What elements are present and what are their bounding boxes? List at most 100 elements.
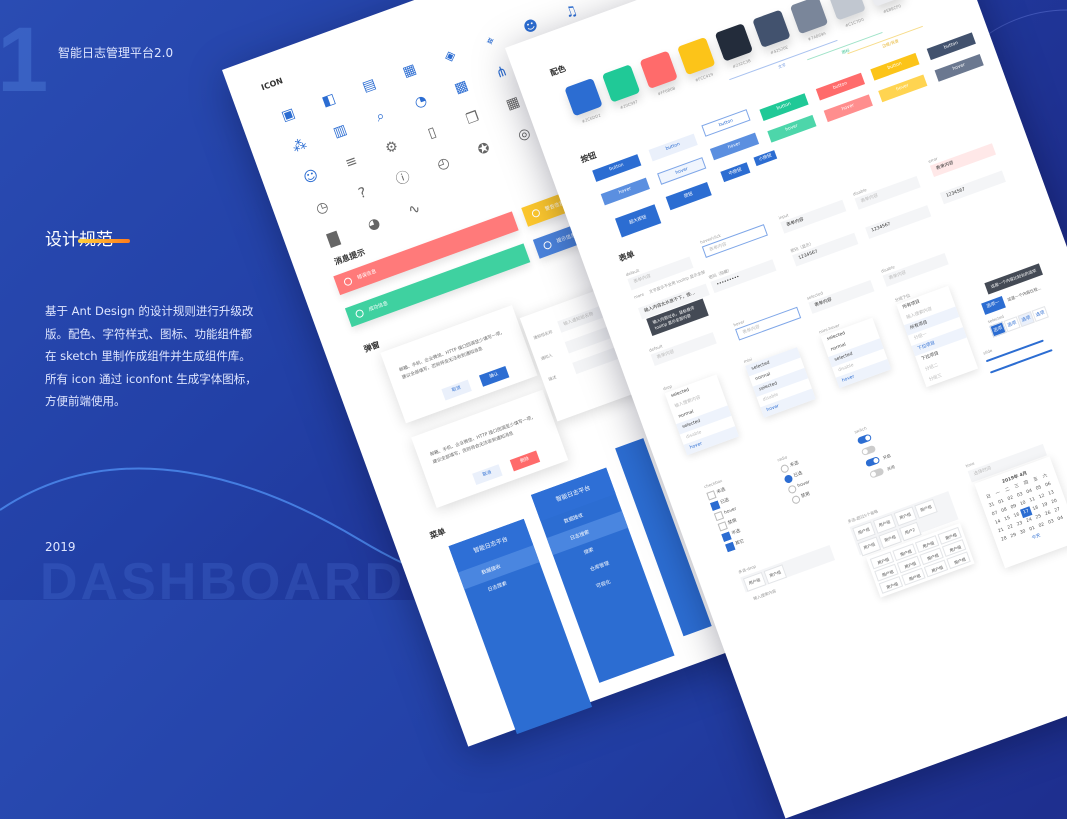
text-input[interactable]: 表单内容 [854,175,921,210]
toggle-switch[interactable] [868,467,885,479]
field-label: slide [982,347,993,356]
dropdown-mini: selected normal selected disable hover [745,347,816,418]
time-icon: ◴ [435,154,452,174]
text-input[interactable]: 表单内容 [929,143,997,178]
slider-track[interactable] [985,339,1044,363]
button-button[interactable]: button [926,32,976,61]
chart-board-icon: ▥ [331,121,350,142]
info-icon: ⓘ [393,168,413,189]
question-icon: ? [356,184,369,203]
image-card-icon: ▦ [400,61,419,81]
color-swatch [639,50,678,89]
segment-option[interactable]: 这是一个内容比较... [1006,285,1042,303]
button-button[interactable]: button [701,109,751,137]
color-swatch [714,23,754,62]
box-icon: ◈ [442,46,458,66]
normal-button[interactable]: 按钮 [665,181,712,211]
user-grid-icon: ▩ [452,77,471,97]
cancel-button[interactable]: 取消 [441,379,472,401]
field-label: time [964,460,976,469]
pin-map-icon: ⌖ [483,32,497,51]
select-disable[interactable]: 表单内容 [882,253,949,287]
color-swatch [564,77,603,117]
delete-button[interactable]: 删除 [509,450,541,472]
hover-button[interactable]: hover [878,74,928,103]
small-button[interactable]: 小按钮 [753,150,778,167]
field-label: switch [853,425,868,435]
user-pin-icon: ☺ [301,167,321,188]
xlarge-button[interactable]: 超大按钮 [615,204,662,238]
dropdown-grouped: 所有项目 输入搜索内容 所有项目 分组一 下拉项目 下拉项目 分组二 分组三 [896,285,979,388]
section-number: 01 [0,9,48,111]
hover-button[interactable]: hover [934,54,984,82]
slider-track[interactable] [989,349,1053,374]
segment-option[interactable]: 选项一 [981,296,1006,315]
map-icon: ✪ [475,139,493,159]
nodes-icon: ⋔ [493,62,510,83]
cancel-button[interactable]: 取消 [472,464,503,486]
monitor-chart-icon: ▣ [279,105,298,125]
watermark: DASHBOARD [40,553,405,611]
pie-chart-icon: ◔ [412,92,430,112]
text-input[interactable]: 表单内容 [701,224,768,258]
button-button[interactable]: button [815,72,866,101]
button-group-option[interactable]: 选项 [1031,305,1049,323]
color-swatch [752,9,791,48]
dropdown-drop: selected 输入搜索内容 normal selected disable hover [664,374,739,456]
copy-icon: ❐ [463,108,482,128]
screen-chart-icon: ◧ [319,90,338,111]
form-label: 描述 [547,374,557,382]
form-section-title: 表单 [617,249,636,264]
search-doc-icon: ⌕ [374,107,387,126]
form-label: 通知组名称 [532,328,554,341]
text-input[interactable]: 表单内容 [780,199,847,234]
title-underline [78,239,130,243]
clock-icon: ◷ [313,198,331,218]
compass-icon: ◎ [515,124,533,145]
select-default[interactable]: 表单内容 [650,332,717,366]
description: 基于 Ant Design 的设计规则进行升级改版。配色、字符样式、图标、功能组… [45,304,257,408]
button-section-title: 按钮 [579,150,598,165]
field-label: more [633,291,645,300]
brand-name: 智能日志管理平台2.0 [58,46,174,60]
error-text: 错误信息 [356,268,378,282]
group-label: 边框/背景 [881,38,900,49]
switch-label: 开启 [882,452,892,461]
table-icon: ▦ [504,93,522,114]
tag[interactable]: 用户组 [763,564,788,585]
select-selected[interactable]: 表单内容 [808,280,875,314]
button-button[interactable]: button [592,154,642,182]
error-icon [342,276,354,287]
menu-section-title: 菜单 [428,526,447,541]
medium-button[interactable]: 中按钮 [720,162,751,183]
confirm-button[interactable]: 确认 [478,365,510,387]
success-text: 成功信息 [367,300,389,314]
hover-button[interactable]: hover [823,94,873,123]
toggle-switch[interactable] [856,433,873,445]
doc-search-icon: ▤ [360,75,379,96]
bar-chart-icon: ▇ [325,229,342,249]
share-nodes-icon: ⁂ [290,136,309,156]
color-swatch [789,0,829,35]
dialog-section-title: 弹窗 [362,340,381,354]
hover-button[interactable]: hover [657,157,707,185]
check-icon [354,308,365,319]
toggle-switch[interactable] [860,444,877,457]
button-button[interactable]: button [870,52,920,81]
button-button[interactable]: button [759,93,809,121]
toggle-switch[interactable] [864,456,881,468]
password-input[interactable]: 1234567 [865,205,932,239]
tag[interactable]: 用户组 [742,571,767,592]
tag[interactable]: 用户组 [914,498,938,519]
button-button[interactable]: button [648,133,698,162]
info-icon [542,240,553,251]
select-hover[interactable]: 表单内容 [735,306,802,341]
password-input[interactable]: 1234567 [939,170,1006,205]
form-label: 通知人 [540,352,554,362]
pie-outline-icon: ◕ [365,214,383,234]
line-chart-icon: ∿ [406,200,423,220]
hover-button[interactable]: hover [767,114,817,143]
switch-label: 关闭 [886,464,896,472]
hover-button[interactable]: hover [600,177,650,206]
hover-button[interactable]: hover [709,132,760,161]
